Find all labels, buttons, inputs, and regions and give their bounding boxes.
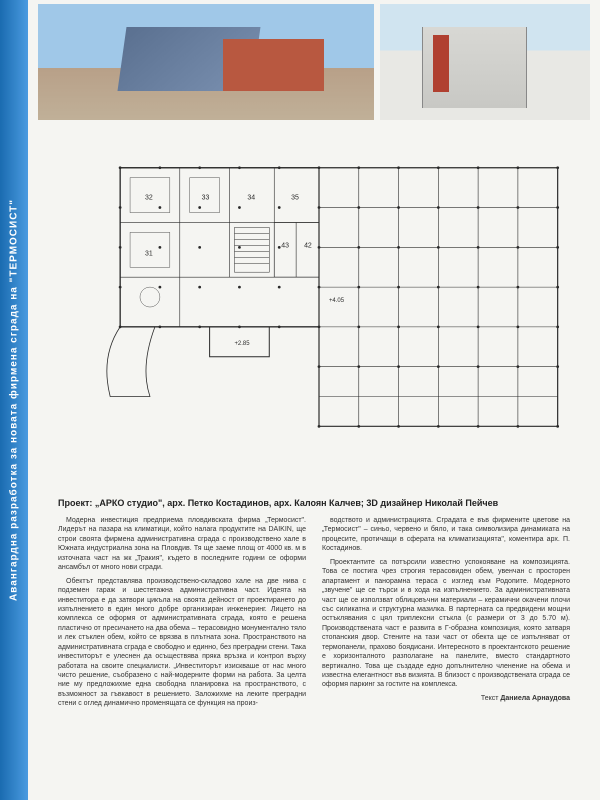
floorplan-figure: 32 33 31 34 35 43 42 +4.05 +2.85	[28, 120, 600, 490]
author-credit: Текст Даниела Арнаудова	[322, 694, 570, 703]
page-content: 32 33 31 34 35 43 42 +4.05 +2.85 Проект:…	[28, 0, 600, 800]
elevation-mark: +4.05	[329, 298, 345, 304]
room-label: 34	[247, 195, 255, 202]
render-image-right	[380, 4, 590, 120]
project-credit: Проект: „АРКО студио", арх. Петко Костад…	[58, 498, 570, 508]
room-label: 35	[291, 195, 299, 202]
room-label: 43	[281, 242, 289, 249]
building-shape-accent	[223, 39, 324, 91]
building-facade	[422, 27, 527, 108]
render-image-left	[38, 4, 374, 120]
article-col-2: водството и администрацията. Сградата е …	[322, 516, 570, 713]
room-label: 33	[202, 195, 210, 202]
sidebar-title: Авангардна разработка за новата фирмена …	[9, 199, 20, 601]
sidebar-strip: Авангардна разработка за новата фирмена …	[0, 0, 28, 800]
paragraph: Обектът представлява производствено-скла…	[58, 577, 306, 709]
article-body: Проект: „АРКО студио", арх. Петко Костад…	[28, 490, 600, 725]
hero-images	[28, 0, 600, 120]
article-col-1: Модерна инвестиция предприема пловдивска…	[58, 516, 306, 713]
article-columns: Модерна инвестиция предприема пловдивска…	[58, 516, 570, 713]
floorplan-svg: 32 33 31 34 35 43 42 +4.05 +2.85	[58, 128, 580, 486]
room-label: 32	[145, 195, 153, 202]
room-label: 42	[304, 242, 312, 249]
paragraph: Проектантите са потърсили известно успок…	[322, 558, 570, 690]
room-label: 31	[145, 250, 153, 257]
paragraph: водството и администрацията. Сградата е …	[322, 516, 570, 554]
author-label: Текст	[481, 695, 499, 702]
author-name: Даниела Арнаудова	[500, 695, 570, 702]
paragraph: Модерна инвестиция предприема пловдивска…	[58, 516, 306, 573]
elevation-mark: +2.85	[234, 341, 250, 347]
